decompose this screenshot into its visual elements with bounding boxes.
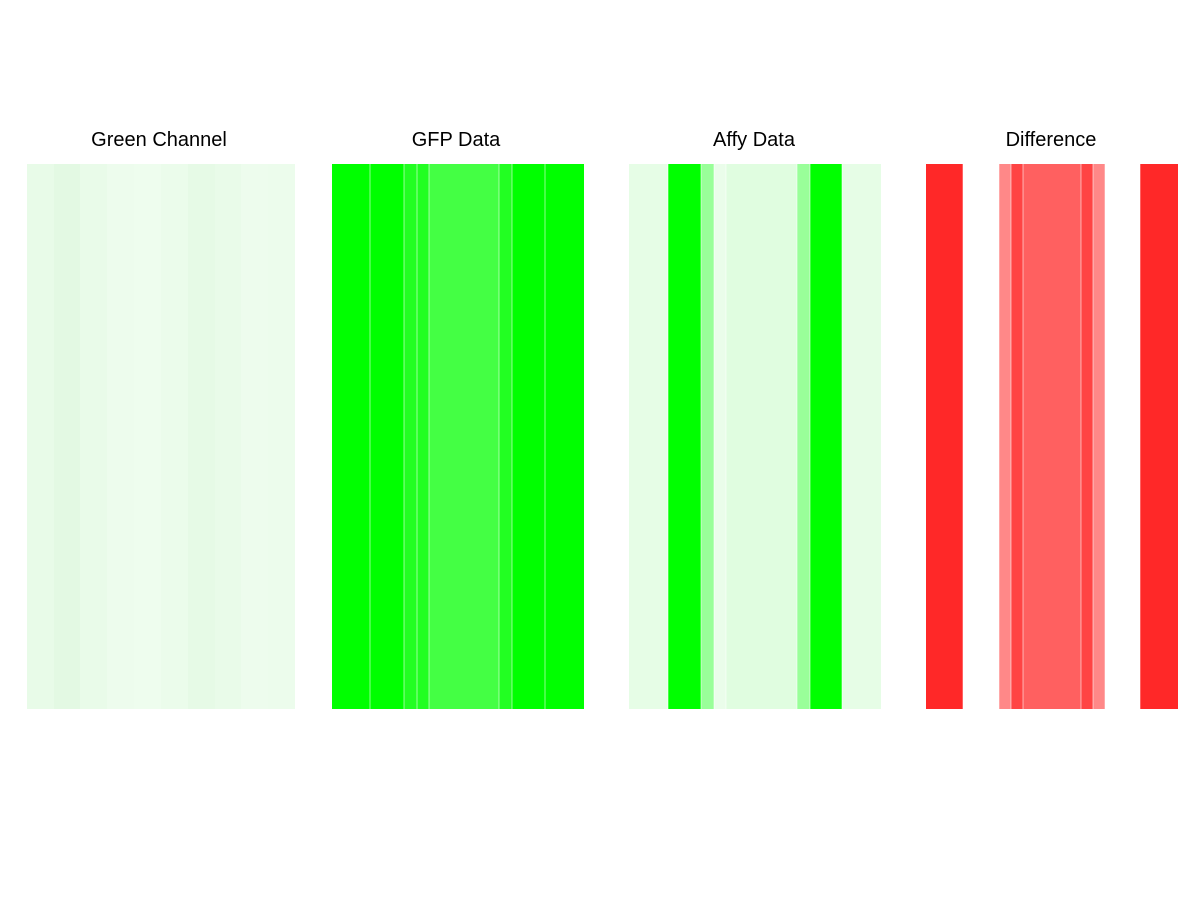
heatmap-cell-gfp-data-1 xyxy=(332,164,370,709)
heatmap-cell-difference-1 xyxy=(926,164,963,709)
heatmap-cell-green-channel-1 xyxy=(27,164,54,709)
heatmap-cell-affy-data-4 xyxy=(714,164,726,709)
panel-title-gfp-data: GFP Data xyxy=(412,129,501,151)
heatmap-cell-green-channel-6 xyxy=(161,164,188,709)
heatmap-cell-difference-8 xyxy=(1105,164,1140,709)
heatmap-green-channel xyxy=(27,164,295,709)
heatmap-cell-affy-data-1 xyxy=(629,164,668,709)
heatmap-cell-affy-data-8 xyxy=(842,164,881,709)
panel-green-channel: Green Channel xyxy=(27,129,295,709)
heatmap-cell-gfp-data-6 xyxy=(499,164,512,709)
heatmap-cell-gfp-data-3 xyxy=(404,164,417,709)
heatmap-cell-difference-2 xyxy=(963,164,999,709)
panel-title-green-channel: Green Channel xyxy=(91,129,227,151)
heatmap-cell-green-channel-7 xyxy=(188,164,215,709)
panel-affy-data: Affy Data xyxy=(629,129,881,709)
heatmap-cell-difference-9 xyxy=(1140,164,1178,709)
heatmap-cell-green-channel-4 xyxy=(107,164,134,709)
heatmap-difference xyxy=(926,164,1178,709)
heatmap-cell-difference-4 xyxy=(1011,164,1023,709)
heatmap-cell-green-channel-2 xyxy=(54,164,80,709)
heatmap-cell-gfp-data-7 xyxy=(512,164,545,709)
heatmap-cell-difference-5 xyxy=(1023,164,1081,709)
heatmap-cell-gfp-data-5 xyxy=(429,164,499,709)
heatmap-cell-difference-3 xyxy=(999,164,1011,709)
heatmap-cell-green-channel-9 xyxy=(241,164,268,709)
heatmap-cell-affy-data-5 xyxy=(726,164,797,709)
heatmap-cell-affy-data-7 xyxy=(810,164,842,709)
heatmap-gfp-data xyxy=(332,164,584,709)
heatmap-cell-difference-6 xyxy=(1081,164,1093,709)
heatmap-cell-gfp-data-8 xyxy=(545,164,584,709)
heatmap-cell-affy-data-2 xyxy=(668,164,701,709)
panel-title-difference: Difference xyxy=(1006,129,1097,151)
heatmap-cell-gfp-data-4 xyxy=(417,164,429,709)
heatmap-cell-gfp-data-2 xyxy=(370,164,404,709)
heatmap-cell-affy-data-3 xyxy=(701,164,714,709)
panel-gfp-data: GFP Data xyxy=(332,129,584,709)
heatmap-cell-green-channel-8 xyxy=(215,164,241,709)
panel-title-affy-data: Affy Data xyxy=(713,129,796,151)
panel-difference: Difference xyxy=(926,129,1178,709)
heatmap-cell-difference-7 xyxy=(1093,164,1105,709)
heatmap-cell-affy-data-6 xyxy=(797,164,810,709)
heatmap-cell-green-channel-10 xyxy=(268,164,295,709)
heatmap-cell-green-channel-3 xyxy=(80,164,107,709)
heatmap-cell-green-channel-5 xyxy=(134,164,161,709)
heatmap-affy-data xyxy=(629,164,881,709)
